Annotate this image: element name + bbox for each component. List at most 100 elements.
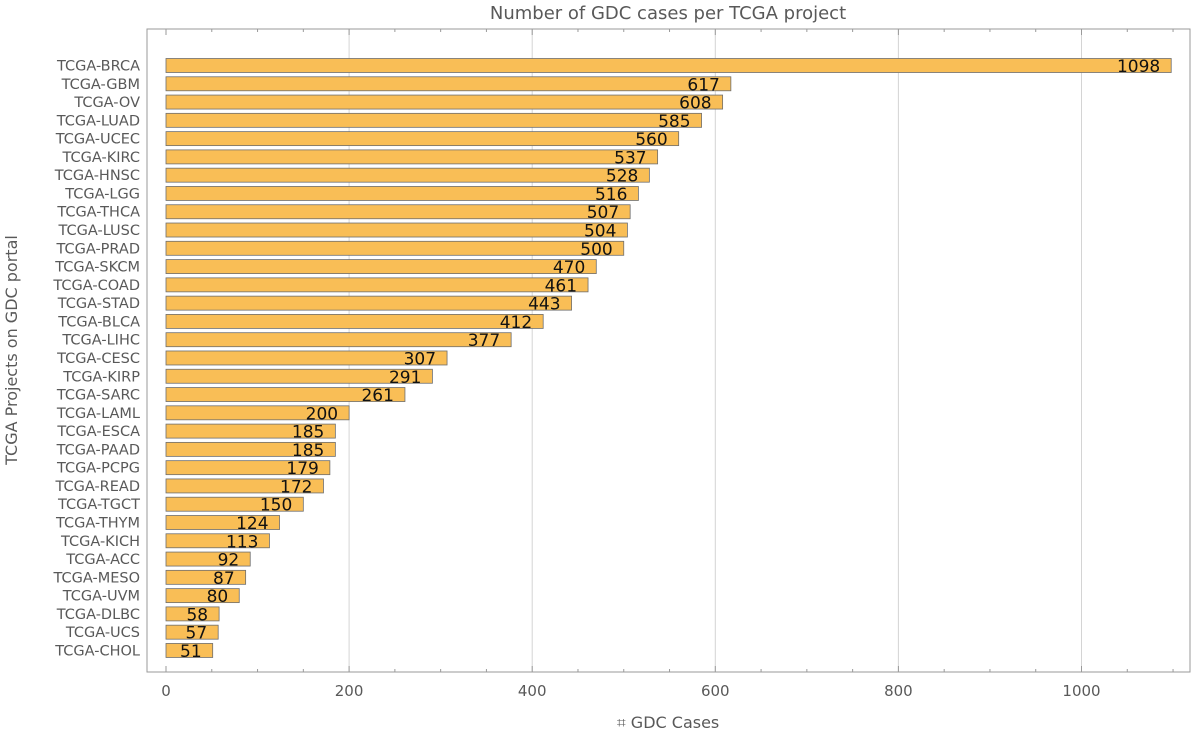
y-category-label: TCGA-UVM	[62, 589, 140, 605]
bar-tcga-skcm	[165, 259, 597, 274]
bar-tcga-ucec	[165, 131, 680, 147]
plot-frame	[146, 28, 1191, 673]
y-category-label: TCGA-COAD	[52, 278, 140, 294]
y-category-label: TCGA-PAAD	[56, 442, 140, 458]
y-category-label: TCGA-OV	[73, 95, 140, 111]
value-label-tcga-coad: 461	[545, 276, 577, 296]
y-category-label: TCGA-SARC	[56, 388, 140, 404]
y-axis-categories: TCGA-BRCA TCGA-GBM TCGA-OV TCGA-LUAD TCGA-UC…	[52, 59, 140, 660]
y-category-label: TCGA-KIRC	[62, 150, 140, 166]
value-label-tcga-cesc: 307	[404, 349, 436, 369]
y-category-label: TCGA-LIHC	[61, 333, 140, 349]
y-category-label: TCGA-CESC	[56, 351, 140, 367]
bar-tcga-laml	[165, 405, 350, 421]
bar-tcga-dlbc	[165, 606, 220, 622]
value-label-tcga-gbm: 617	[687, 75, 719, 95]
x-tick-label: 1000	[1062, 682, 1100, 700]
y-category-label: TCGA-SKCM	[54, 260, 140, 276]
value-label-tcga-meso: 87	[213, 569, 235, 589]
bar-tcga-prad	[165, 240, 625, 256]
y-category-label: TCGA-DLBC	[56, 607, 140, 623]
bar-tcga-tgct	[165, 496, 304, 512]
y-category-label: TCGA-LUAD	[56, 113, 140, 129]
value-label-tcga-acc: 92	[218, 551, 240, 571]
bar-tcga-esca	[165, 423, 336, 439]
x-tick-label: 0	[161, 682, 171, 700]
bar-tcga-cesc	[165, 350, 448, 366]
bar-tcga-brca	[165, 58, 1172, 73]
bar-tcga-ov	[165, 94, 724, 110]
value-label-tcga-laml: 200	[306, 404, 338, 424]
value-label-tcga-esca: 185	[292, 423, 324, 443]
value-label-tcga-chol: 51	[180, 642, 202, 662]
y-category-label: TCGA-READ	[54, 479, 140, 495]
y-category-label: TCGA-ESCA	[56, 424, 140, 440]
bar-tcga-luad	[165, 112, 702, 128]
value-label-tcga-thca: 507	[587, 203, 619, 223]
value-label-tcga-ucec: 560	[635, 130, 667, 150]
bar-tcga-blca	[165, 314, 544, 329]
bar-tcga-lusc	[165, 222, 628, 238]
value-label-tcga-thym: 124	[236, 514, 268, 534]
bar-tcga-lihc	[165, 332, 512, 348]
bar-tcga-read	[165, 478, 324, 494]
y-category-label: TCGA-THYM	[55, 516, 140, 532]
value-label-tcga-lihc: 377	[468, 331, 500, 351]
y-category-label: TCGA-UCEC	[55, 132, 140, 148]
value-label-tcga-lgg: 516	[595, 185, 627, 205]
x-tick-label: 200	[335, 682, 364, 700]
bar-tcga-lgg	[165, 186, 639, 201]
x-tick-label: 600	[701, 682, 730, 700]
y-category-label: TCGA-LUSC	[58, 223, 141, 239]
value-label-tcga-stad: 443	[528, 295, 560, 315]
bar-tcga-pcpg	[165, 460, 331, 476]
value-label-tcga-pcpg: 179	[286, 459, 318, 479]
value-label-tcga-sarc: 261	[361, 386, 393, 406]
bar-tcga-hnsc	[165, 167, 650, 183]
value-label-tcga-lusc: 504	[584, 222, 616, 242]
bar-tcga-acc	[165, 551, 251, 567]
y-category-label: TCGA-BLCA	[57, 314, 140, 330]
bar-tcga-stad	[165, 295, 572, 311]
y-category-label: TCGA-LGG	[64, 186, 140, 202]
x-axis-ticks: 0 200 400 600 800 1000	[161, 29, 1174, 700]
y-category-label: TCGA-THCA	[56, 205, 140, 221]
y-category-label: TCGA-STAD	[57, 296, 140, 312]
y-category-label: TCGA-ACC	[65, 552, 140, 568]
bar-tcga-thca	[165, 204, 631, 220]
value-label-tcga-ucs: 57	[186, 624, 208, 644]
bar-tcga-sarc	[165, 387, 406, 402]
y-category-label: TCGA-PRAD	[55, 241, 140, 257]
y-category-label: TCGA-KIRP	[62, 369, 140, 385]
value-label-tcga-tgct: 150	[260, 496, 292, 516]
data-labels: 1098 617608585560537528516507504500470461…	[180, 57, 1160, 662]
value-label-tcga-kirc: 537	[614, 148, 646, 168]
x-tick-label: 400	[518, 682, 547, 700]
y-category-label: TCGA-LAML	[56, 406, 140, 422]
y-category-label: TCGA-BRCA	[56, 59, 140, 75]
y-category-label: TCGA-TGCT	[57, 497, 140, 513]
bar-tcga-kirp	[165, 368, 433, 384]
bar-tcga-paad	[165, 441, 336, 457]
y-axis-title: TCGA Projects on GDC portal	[2, 235, 21, 466]
bar-tcga-chol	[165, 643, 214, 658]
bar-tcga-meso	[165, 569, 247, 585]
value-label-tcga-skcm: 470	[553, 258, 585, 278]
bar-tcga-thym	[165, 515, 280, 530]
value-label-tcga-read: 172	[280, 477, 312, 497]
value-label-tcga-prad: 500	[580, 240, 612, 260]
value-label-tcga-luad: 585	[658, 112, 690, 132]
y-category-label: TCGA-GBM	[61, 77, 140, 93]
x-axis-title: ⌗ GDC Cases	[617, 713, 720, 732]
bar-tcga-gbm	[165, 76, 732, 92]
value-label-tcga-ov: 608	[679, 94, 711, 114]
value-label-tcga-kirp: 291	[389, 368, 421, 388]
value-label-tcga-blca: 412	[500, 313, 532, 333]
value-label-tcga-hnsc: 528	[606, 167, 638, 187]
y-category-label: TCGA-KICH	[60, 534, 140, 550]
bar-tcga-uvm	[165, 588, 240, 604]
value-label-tcga-kich: 113	[226, 532, 258, 552]
chart-title: Number of GDC cases per TCGA project	[490, 3, 846, 24]
x-tick-label: 800	[884, 682, 913, 700]
